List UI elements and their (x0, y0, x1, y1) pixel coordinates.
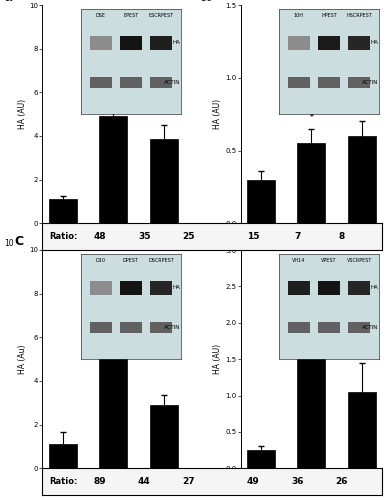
Text: 36: 36 (291, 477, 303, 486)
Bar (99, 116, 127, 224)
Text: *: * (111, 327, 115, 336)
Text: C: C (14, 235, 23, 248)
Text: D: D (212, 235, 223, 248)
Text: **: ** (308, 312, 315, 322)
Text: 15: 15 (247, 232, 259, 241)
Bar (49, 200, 77, 224)
Bar (348, 392, 376, 468)
Text: B: B (212, 0, 222, 3)
Text: **: ** (358, 106, 366, 115)
Text: **: ** (109, 91, 117, 100)
Text: 7: 7 (294, 232, 300, 241)
Text: 49: 49 (247, 477, 259, 486)
Y-axis label: HA (AU): HA (AU) (213, 344, 222, 374)
Bar (150, 405, 178, 468)
Bar (298, 341, 325, 468)
Text: 44: 44 (138, 477, 151, 486)
Text: 10: 10 (5, 239, 14, 248)
Y-axis label: HA (AU): HA (AU) (17, 99, 27, 129)
Bar (247, 450, 275, 468)
Text: 35: 35 (138, 232, 151, 241)
Y-axis label: HA (AU): HA (AU) (213, 99, 222, 129)
Text: 27: 27 (182, 477, 195, 486)
Text: 48: 48 (94, 232, 107, 241)
Bar (247, 180, 275, 224)
Text: 89: 89 (94, 477, 107, 486)
Y-axis label: HA (Au): HA (Au) (17, 344, 27, 374)
Text: A: A (14, 0, 24, 3)
Text: 25: 25 (182, 232, 195, 241)
Text: 10: 10 (5, 0, 14, 3)
Text: 3: 3 (207, 239, 212, 248)
Text: 26: 26 (335, 477, 348, 486)
Bar (150, 140, 178, 224)
Text: *: * (360, 347, 364, 356)
Text: 1.5: 1.5 (200, 0, 212, 3)
Text: *: * (310, 113, 313, 122)
Text: *: * (162, 110, 166, 118)
Bar (298, 144, 325, 224)
Bar (49, 444, 77, 468)
Bar (348, 136, 376, 224)
Text: Ratio:: Ratio: (49, 477, 78, 486)
Text: Ratio:: Ratio: (49, 232, 78, 241)
Text: 8: 8 (338, 232, 344, 241)
Bar (99, 357, 127, 469)
